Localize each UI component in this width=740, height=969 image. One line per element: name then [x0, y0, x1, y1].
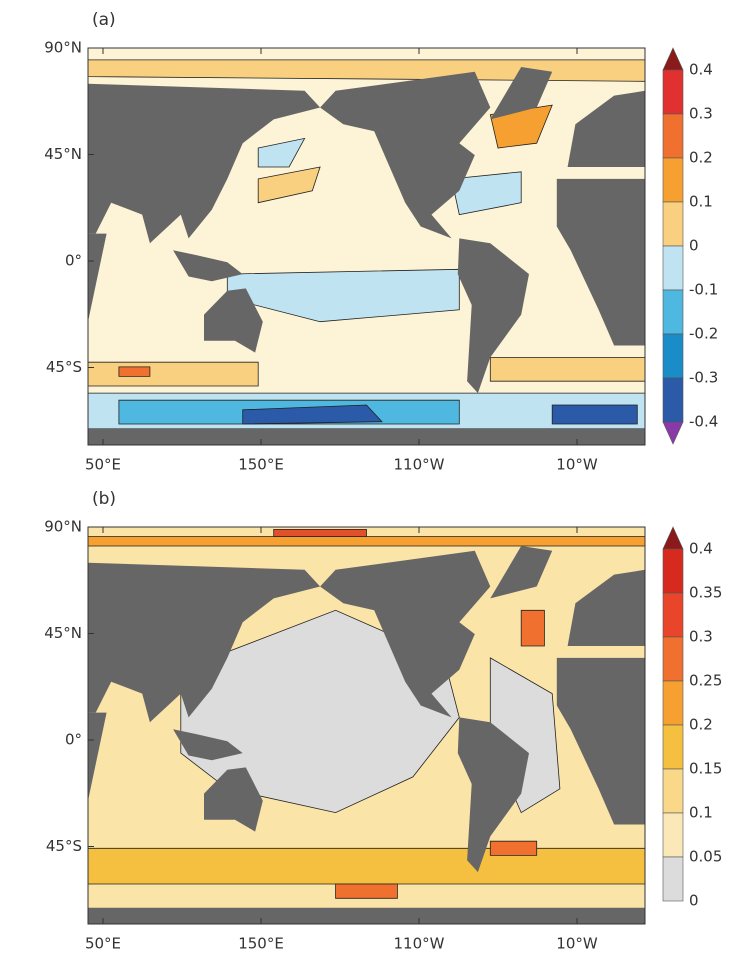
lat-label: 90°N	[44, 39, 82, 57]
colorbar-segment	[662, 333, 684, 379]
anomaly-region	[489, 356, 646, 382]
colorbar-segment	[662, 377, 684, 423]
colorbar-label: -0.1	[689, 281, 718, 299]
colorbar-label: 0.05	[689, 848, 722, 866]
colorbar-label: 0.1	[689, 193, 713, 211]
lon-label: 50°E	[85, 935, 121, 953]
colorbar-segment	[662, 768, 684, 814]
colorbar-segment	[662, 724, 684, 770]
lat-label: 0°	[65, 252, 82, 270]
colorbar-arrow	[662, 47, 684, 71]
colorbar-segment	[662, 812, 684, 858]
map-frame	[87, 526, 646, 925]
land	[490, 67, 553, 120]
lon-label: 150°E	[238, 935, 284, 953]
lat-label: 0°	[65, 731, 82, 749]
colorbar-label: 0.2	[689, 149, 713, 167]
panel-label: (a)	[92, 10, 116, 30]
land	[204, 767, 263, 832]
colorbar-label: 0.4	[689, 540, 713, 558]
colorbar-label: 0.3	[689, 628, 713, 646]
colorbar-label: 0.4	[689, 61, 713, 79]
colorbar-label: 0.3	[689, 105, 713, 123]
colorbar-label: 0.15	[689, 760, 722, 778]
land	[173, 250, 243, 282]
anomaly-region	[242, 404, 383, 425]
colorbar-label: 0.35	[689, 584, 722, 602]
lon-label: 110°W	[394, 456, 445, 474]
anomaly-region	[489, 840, 538, 856]
anomaly-region	[451, 171, 522, 216]
colorbar-label: -0.4	[689, 413, 718, 431]
map-frame	[87, 47, 646, 446]
colorbar-label: -0.2	[689, 325, 718, 343]
panel-label: (b)	[92, 489, 116, 509]
colorbar-segment	[662, 113, 684, 159]
land	[567, 569, 645, 646]
colorbar-label: 0.1	[689, 804, 713, 822]
land	[457, 717, 529, 873]
land	[490, 546, 553, 599]
land	[556, 657, 645, 825]
land	[320, 550, 491, 718]
anomaly-region	[87, 361, 259, 387]
colorbar-segment	[662, 245, 684, 291]
colorbar-label: 0.2	[689, 716, 713, 734]
colorbar-segment	[662, 289, 684, 335]
colorbar-segment	[662, 592, 684, 638]
anomaly-region	[118, 366, 151, 377]
land	[88, 907, 645, 924]
colorbar-arrow	[662, 526, 684, 550]
colorbar-arrow	[662, 421, 684, 445]
anomaly-region	[551, 404, 638, 425]
anomaly-region	[335, 883, 398, 899]
colorbar-segment	[662, 856, 684, 902]
colorbar-segment	[662, 548, 684, 594]
anomaly-region	[257, 137, 306, 168]
lon-label: 10°W	[556, 456, 598, 474]
colorbar-segment	[662, 157, 684, 203]
colorbar-label: 0.25	[689, 672, 722, 690]
lon-label: 10°W	[556, 935, 598, 953]
lat-label: 45°N	[44, 145, 82, 163]
land	[173, 729, 243, 761]
land	[457, 238, 529, 394]
colorbar-label: 0	[689, 892, 699, 910]
anomaly-region	[87, 847, 646, 885]
anomaly-region	[180, 609, 460, 814]
colorbar-label: -0.3	[689, 369, 718, 387]
lat-label: 45°N	[44, 624, 82, 642]
colorbar-label: 0	[689, 237, 699, 255]
colorbar-segment	[662, 680, 684, 726]
land	[567, 90, 645, 167]
anomaly-region	[257, 166, 321, 204]
land	[88, 233, 107, 322]
lon-label: 110°W	[394, 935, 445, 953]
lon-label: 150°E	[238, 456, 284, 474]
land	[88, 562, 321, 723]
anomaly-region	[520, 609, 545, 647]
colorbar-segment	[662, 69, 684, 115]
lon-label: 50°E	[85, 456, 121, 474]
lat-label: 45°S	[46, 837, 82, 855]
land	[88, 428, 645, 445]
land	[88, 83, 321, 244]
lat-label: 90°N	[44, 518, 82, 536]
land	[88, 712, 107, 801]
land	[320, 71, 491, 239]
colorbar-segment	[662, 201, 684, 247]
lat-label: 45°S	[46, 358, 82, 376]
anomaly-region	[273, 529, 367, 537]
anomaly-region	[87, 536, 646, 547]
land	[556, 178, 645, 346]
land	[204, 288, 263, 353]
colorbar-segment	[662, 636, 684, 682]
